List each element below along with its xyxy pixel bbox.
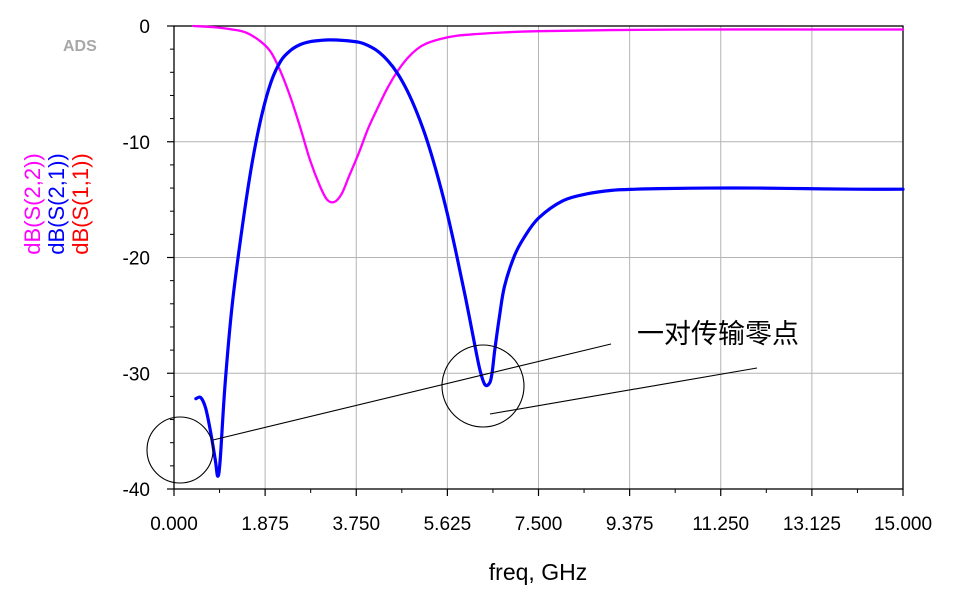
pointer-line-upper: [212, 343, 612, 441]
y-tick-labels: 0 -10 -20 -30 -40: [123, 17, 150, 501]
y-axis-legend-labels: dB(S(2,2)) dB(S(2,1)) dB(S(1,1)): [20, 153, 93, 254]
y-axis-label-2: dB(S(2,1)): [44, 153, 69, 254]
x-tick-label: 1.875: [241, 514, 289, 535]
zero-circle-right: [441, 344, 525, 428]
annotation-label: 一对传输零点: [637, 319, 799, 350]
x-tick-label: 15.000: [874, 514, 932, 535]
series-line-db-s-2-2: [192, 24, 905, 204]
zero-circle-left: [146, 416, 214, 484]
y-tick-label: -20: [123, 249, 150, 270]
x-tick-label: 13.125: [783, 514, 841, 535]
ads-watermark: ADS: [63, 38, 97, 55]
x-tick-labels: 0.000 1.875 3.750 5.625 7.500 9.375 11.250 13.1…: [150, 514, 932, 535]
x-tick-label: 9.375: [606, 514, 654, 535]
grid-lines: [174, 26, 903, 489]
y-tick-label: -30: [123, 364, 150, 385]
series-curves: [192, 24, 905, 478]
x-tick-label: 0.000: [150, 514, 198, 535]
y-tick-label: -10: [123, 133, 150, 154]
y-tick-label: 0: [139, 17, 150, 38]
x-tick-label: 11.250: [692, 514, 749, 535]
y-axis-label-3: dB(S(1,1)): [68, 153, 93, 254]
y-tick-label: -40: [123, 480, 150, 501]
x-tick-label: 7.500: [515, 514, 563, 535]
x-tick-label: 5.625: [424, 514, 472, 535]
pointer-line-lower: [489, 367, 758, 415]
tick-marks: [167, 25, 904, 496]
series-line-db-s-2-1: [194, 38, 905, 478]
annotation-marks: [146, 343, 758, 484]
x-axis-label: freq, GHz: [489, 559, 587, 585]
y-axis-label-1: dB(S(2,2)): [20, 153, 45, 254]
x-tick-label: 3.750: [332, 514, 380, 535]
